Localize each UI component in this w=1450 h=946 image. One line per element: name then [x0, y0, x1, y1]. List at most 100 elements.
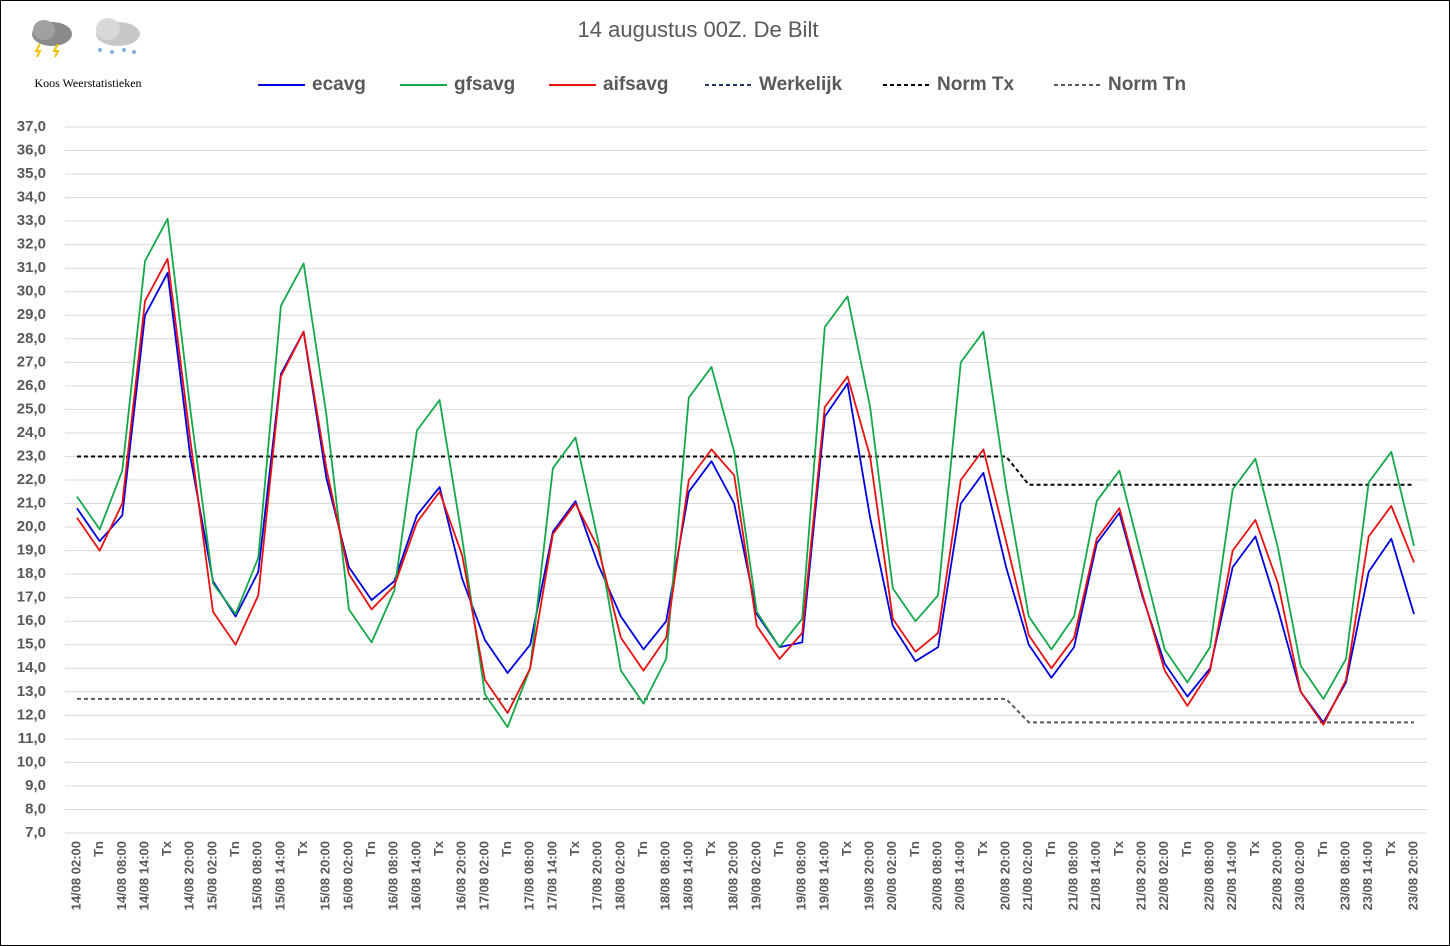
x-tick-label: 19/08 14:00	[816, 841, 831, 910]
x-tick-label: 21/08 20:00	[1134, 841, 1149, 910]
y-tick-label: 8,0	[25, 800, 46, 817]
x-tick-label: Tn	[771, 841, 786, 857]
x-tick-label: Tx	[567, 840, 582, 856]
x-tick-label: Tx	[431, 840, 446, 856]
x-tick-label: Tx	[295, 840, 310, 856]
y-tick-label: 27,0	[17, 353, 46, 370]
y-tick-label: 31,0	[17, 259, 46, 276]
legend-label: Norm Tn	[1108, 74, 1186, 95]
x-tick-label: 15/08 20:00	[318, 841, 333, 910]
logo	[32, 18, 140, 58]
y-tick-label: 10,0	[17, 753, 46, 770]
x-tick-label: 16/08 08:00	[386, 841, 401, 910]
y-tick-label: 15,0	[17, 636, 46, 653]
y-tick-label: 7,0	[25, 824, 46, 841]
x-tick-label: Tx	[159, 840, 174, 856]
legend-label: aifsavg	[603, 74, 668, 95]
x-tick-label: Tx	[703, 840, 718, 856]
x-tick-label: 14/08 02:00	[68, 841, 83, 910]
y-tick-label: 16,0	[17, 612, 46, 629]
x-tick-label: 15/08 08:00	[250, 841, 265, 910]
x-tick-label: 21/08 08:00	[1066, 841, 1081, 910]
y-tick-label: 35,0	[17, 165, 46, 182]
y-tick-label: 20,0	[17, 518, 46, 535]
x-tick-label: 17/08 14:00	[544, 841, 559, 910]
y-tick-label: 24,0	[17, 424, 46, 441]
y-tick-label: 33,0	[17, 212, 46, 229]
y-tick-label: 34,0	[17, 189, 46, 206]
x-tick-label: 14/08 20:00	[182, 841, 197, 910]
y-tick-label: 11,0	[18, 730, 46, 747]
x-tick-label: Tn	[227, 841, 242, 857]
x-tick-label: 15/08 14:00	[272, 841, 287, 910]
x-tick-label: 18/08 14:00	[680, 841, 695, 910]
series-line	[77, 697, 1414, 724]
x-tick-label: 23/08 08:00	[1337, 841, 1352, 910]
x-tick-label: Tx	[1247, 840, 1262, 856]
x-tick-label: 18/08 02:00	[612, 841, 627, 910]
x-tick-label: Tn	[635, 841, 650, 857]
x-tick-label: 23/08 02:00	[1292, 841, 1307, 910]
y-tick-label: 23,0	[17, 447, 46, 464]
x-tick-label: 17/08 20:00	[590, 841, 605, 910]
x-tick-label: 22/08 02:00	[1156, 841, 1171, 910]
x-tick-label: 19/08 20:00	[862, 841, 877, 910]
x-tick-label: 22/08 14:00	[1224, 841, 1239, 910]
y-tick-label: 9,0	[25, 777, 46, 794]
legend-label: Norm Tx	[937, 74, 1015, 95]
y-tick-label: 12,0	[17, 706, 46, 723]
x-tick-label: 23/08 14:00	[1360, 841, 1375, 910]
x-tick-label: Tx	[1111, 840, 1126, 856]
x-tick-label: Tn	[363, 841, 378, 857]
y-tick-label: 13,0	[17, 683, 46, 700]
x-tick-label: 20/08 20:00	[998, 841, 1013, 910]
legend-label: ecavg	[312, 74, 366, 95]
x-tick-label: 20/08 08:00	[930, 841, 945, 910]
x-tick-label: 16/08 14:00	[408, 841, 423, 910]
series-line	[76, 257, 1415, 726]
x-tick-label: 22/08 08:00	[1201, 841, 1216, 910]
series-line	[76, 217, 1415, 728]
x-tick-label: 22/08 20:00	[1269, 841, 1284, 910]
x-tick-label: 18/08 20:00	[726, 841, 741, 910]
x-tick-label: 19/08 08:00	[794, 841, 809, 910]
x-tick-label: Tx	[839, 840, 854, 856]
y-tick-label: 36,0	[17, 142, 46, 159]
x-tick-label: Tn	[91, 841, 106, 857]
chart-title: 14 augustus 00Z. De Bilt	[578, 17, 819, 42]
legend-label: gfsavg	[454, 74, 515, 95]
y-tick-label: 14,0	[17, 659, 46, 676]
x-tick-label: Tn	[1043, 841, 1058, 857]
x-tick-label: 16/08 02:00	[340, 841, 355, 910]
y-tick-label: 17,0	[17, 589, 46, 606]
x-tick-label: 14/08 14:00	[136, 841, 151, 910]
x-tick-label: 20/08 02:00	[884, 841, 899, 910]
x-tick-label: Tn	[1315, 841, 1330, 857]
y-tick-label: 18,0	[17, 565, 46, 582]
y-tick-label: 21,0	[17, 495, 46, 512]
y-tick-label: 26,0	[17, 377, 46, 394]
x-tick-label: 21/08 14:00	[1088, 841, 1103, 910]
y-tick-label: 29,0	[17, 306, 46, 323]
x-tick-label: 14/08 08:00	[114, 841, 129, 910]
x-tick-label: Tx	[1383, 840, 1398, 856]
x-tick-label: 18/08 08:00	[658, 841, 673, 910]
y-tick-label: 19,0	[17, 542, 46, 559]
y-tick-label: 30,0	[17, 283, 46, 300]
x-tick-label: 19/08 02:00	[748, 841, 763, 910]
x-tick-label: Tn	[1179, 841, 1194, 857]
x-tick-label: 23/08 20:00	[1405, 841, 1420, 910]
series-line	[77, 455, 1414, 486]
x-tick-label: 17/08 08:00	[522, 841, 537, 910]
y-tick-label: 32,0	[17, 236, 46, 253]
x-tick-label: Tn	[907, 841, 922, 857]
x-tick-label: Tn	[499, 841, 514, 857]
x-tick-label: Tx	[975, 840, 990, 856]
y-tick-label: 22,0	[17, 471, 46, 488]
y-tick-label: 37,0	[17, 118, 46, 135]
brand: Koos Weerstatistieken	[34, 76, 141, 90]
legend-label: Werkelijk	[759, 74, 843, 95]
y-tick-label: 25,0	[17, 400, 46, 417]
